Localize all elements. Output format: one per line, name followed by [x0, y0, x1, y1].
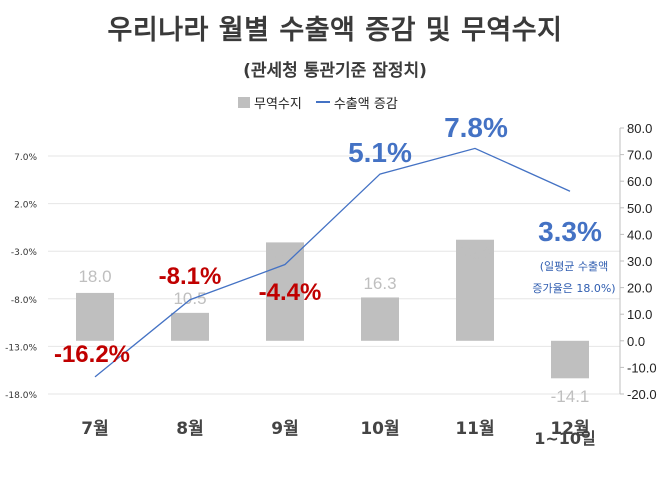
export-growth-value-label: 3.3% [538, 216, 602, 247]
trade-balance-value-label: 18.0 [78, 267, 111, 286]
category-label: 9월 [271, 419, 298, 439]
note-line-2: 증가율은 18.0%) [532, 282, 616, 295]
right-axis-tick-label: -10.0 [627, 360, 657, 375]
left-axis-tick-label: 7.0% [14, 153, 37, 163]
trade-balance-value-label: -14.1 [551, 387, 590, 406]
export-growth-line [94, 147, 571, 378]
trade-balance-value-label: 37.0 [268, 246, 301, 265]
category-label: 11월 [455, 419, 494, 439]
legend-line-label: 수출액 증감 [333, 96, 398, 112]
right-axis-tick-label: 70.0 [627, 148, 652, 163]
trade-balance-bar [266, 242, 304, 341]
left-axis-tick-label: 2.0% [14, 201, 37, 211]
category-label: 8월 [176, 419, 203, 439]
left-axis-tick-label: -8.0% [11, 296, 38, 306]
trade-balance-value-label: 38.0 [458, 244, 491, 263]
trade-balance-value-label: 10.5 [173, 289, 206, 308]
chart-subtitle: (관세청 통관기준 잠정치) [243, 61, 427, 81]
right-axis-tick-label: 40.0 [627, 227, 652, 242]
category-label: 10월 [360, 419, 399, 439]
december-period-label: 1~10일 [534, 429, 596, 448]
legend-bar-swatch [238, 96, 250, 108]
export-growth-value-label: -16.2% [54, 341, 130, 368]
category-label: 7월 [81, 419, 108, 439]
right-axis-tick-label: 60.0 [627, 174, 652, 189]
right-axis-tick-label: 20.0 [627, 281, 652, 296]
right-axis-tick-label: 30.0 [627, 254, 652, 269]
export-growth-value-label: 5.1% [348, 137, 412, 168]
legend-bar-label: 무역수지 [254, 96, 302, 112]
chart-legend: 무역수지 수출액 증감 [238, 92, 398, 112]
export-growth-value-label: 7.8% [444, 112, 508, 143]
left-axis-tick-label: -13.0% [5, 343, 37, 353]
trade-balance-bar [76, 292, 114, 341]
note-line-1: (일평균 수출액 [539, 260, 609, 273]
right-axis-tick-label: 0.0 [627, 334, 645, 349]
right-axis-tick-label: -20.0 [627, 387, 657, 402]
daily-average-note: (일평균 수출액 증가율은 18.0%) [518, 256, 630, 300]
trade-balance-bar [361, 297, 399, 341]
chart-title: 우리나라 월별 수출액 증감 및 무역수지 [107, 15, 563, 46]
trade-balance-bar [171, 312, 209, 341]
trade-balance-bar [456, 239, 494, 341]
legend-line-swatch [315, 101, 330, 103]
left-axis-tick-label: -3.0% [11, 248, 38, 258]
right-axis-tick-label: 50.0 [627, 201, 652, 216]
export-growth-value-label: -4.4% [259, 279, 322, 306]
left-axis-tick-label: -18.0% [5, 391, 37, 401]
right-axis-tick-label: 10.0 [627, 307, 652, 322]
trade-balance-bar [551, 340, 589, 379]
right-axis-tick-label: 80.0 [627, 121, 652, 136]
category-label: 12월 [550, 419, 589, 439]
trade-balance-value-label: 16.3 [363, 274, 396, 293]
export-growth-value-label: -8.1% [159, 263, 222, 290]
